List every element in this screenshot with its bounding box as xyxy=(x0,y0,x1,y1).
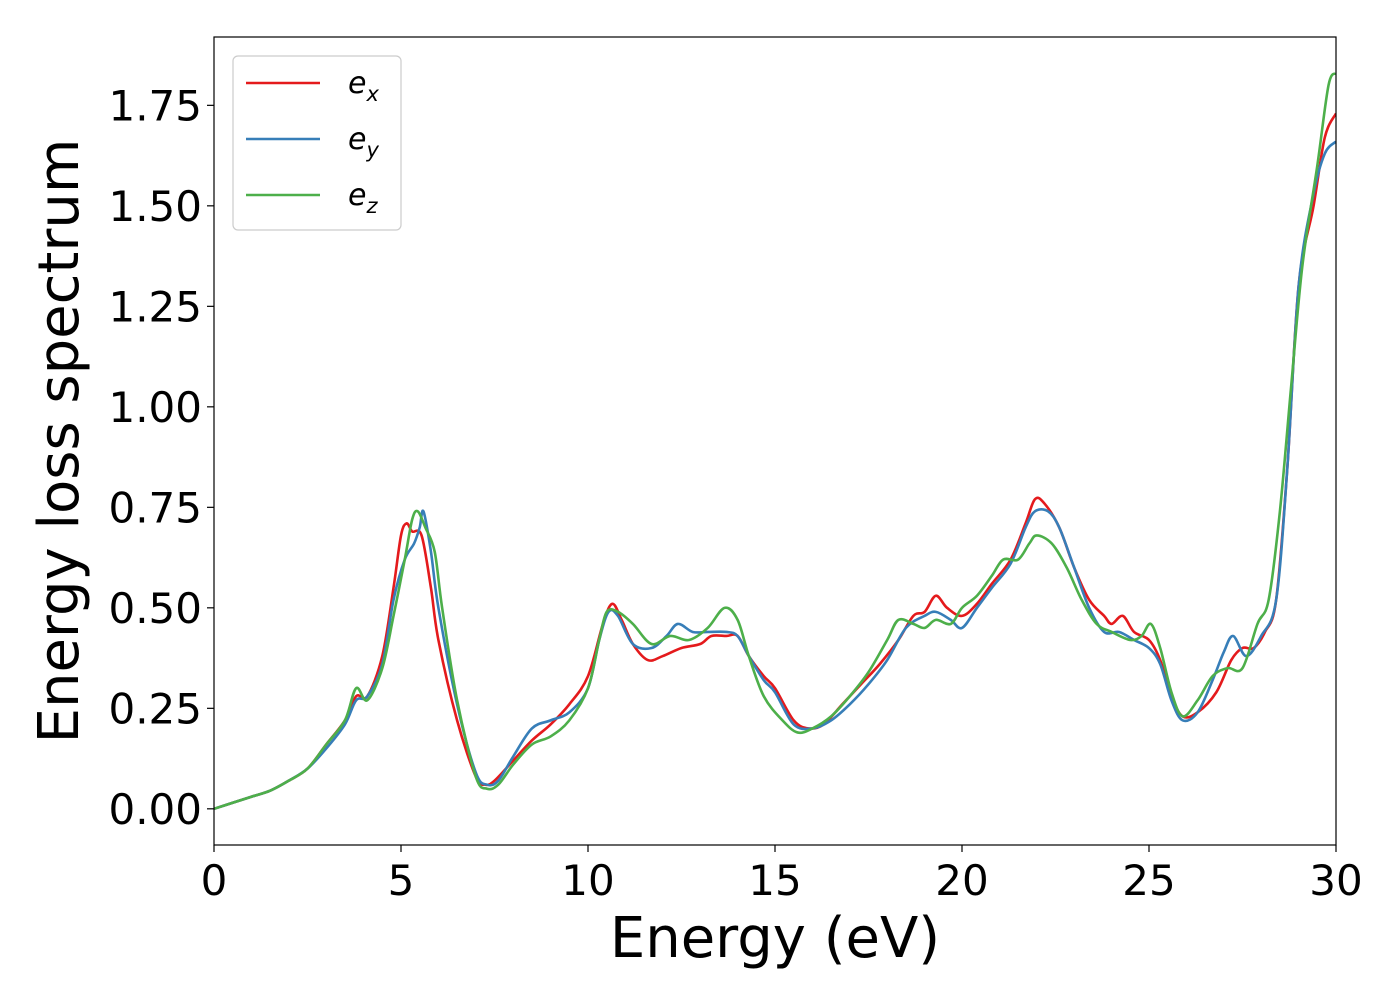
y-tick-label: 0.00 xyxy=(108,785,202,834)
y-tick-label: 0.50 xyxy=(108,584,202,633)
y-tick-label: 1.75 xyxy=(108,81,202,130)
legend-box xyxy=(232,55,402,231)
y-tick-label: 1.00 xyxy=(108,383,202,432)
y-tick-label: 0.75 xyxy=(108,483,202,532)
series-line-e-y xyxy=(214,140,1336,811)
y-tick-label: 1.50 xyxy=(108,182,202,231)
series-line-e-z xyxy=(214,72,1336,811)
plot-area xyxy=(214,72,1336,811)
legend-label-e-x: ex xyxy=(348,66,379,106)
x-tick-label: 30 xyxy=(1309,856,1362,905)
y-tick-label: 0.25 xyxy=(108,684,202,733)
x-tick-label: 25 xyxy=(1122,856,1175,905)
legend-label-e-z: ez xyxy=(348,178,378,218)
axes: 0 5 10 15 20 25 30 0.00 0.25 0.50 0.75 1.00 1.25 1.50… xyxy=(108,36,1363,905)
legend: ex ey ez xyxy=(232,55,402,231)
y-tick-label: 1.25 xyxy=(108,282,202,331)
x-tick-label: 0 xyxy=(201,856,228,905)
y-axis-label: Energy loss spectrum xyxy=(27,139,92,744)
x-tick-label: 15 xyxy=(748,856,801,905)
series-lines xyxy=(214,72,1336,811)
x-tick-label: 10 xyxy=(561,856,614,905)
x-axis-label: Energy (eV) xyxy=(610,906,940,971)
x-tick-label: 20 xyxy=(935,856,988,905)
legend-label-e-y: ey xyxy=(348,122,379,162)
x-tick-label: 5 xyxy=(388,856,415,905)
